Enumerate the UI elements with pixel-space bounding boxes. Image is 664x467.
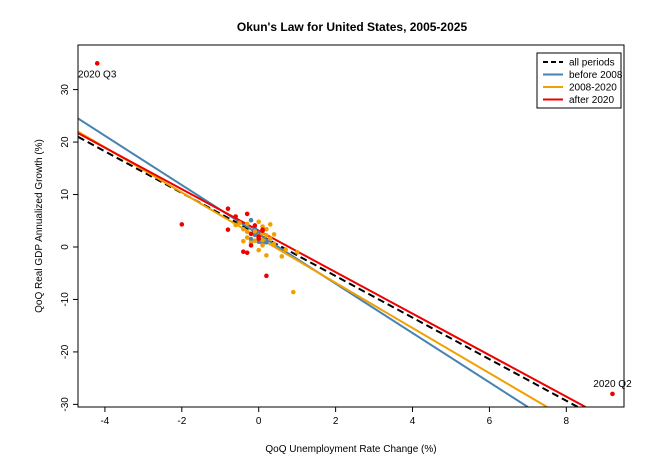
- point-after-2020: [256, 236, 262, 241]
- point-annotation: 2020 Q2: [593, 379, 632, 390]
- point-before-2008: [248, 236, 254, 242]
- annotations: 2020 Q3 2020 Q2: [78, 69, 632, 390]
- x-axis-label: QoQ Unemployment Rate Change (%): [265, 444, 436, 455]
- y-axis: -30 -20 -10 0 10 20 30: [60, 84, 78, 412]
- point-after-2020: [260, 228, 265, 234]
- point-before-2008: [252, 232, 258, 238]
- legend-label: before 2008: [569, 70, 623, 81]
- y-tick-label: -20: [60, 344, 71, 359]
- fit-line-all-periods: [78, 135, 579, 407]
- y-tick-label: 10: [60, 189, 71, 201]
- point-2008-2020: [244, 235, 250, 240]
- point-after-2020: [241, 249, 246, 255]
- point-after-2020: [233, 214, 238, 219]
- point-2008-2020: [283, 247, 288, 252]
- point-2008-2020: [264, 226, 269, 232]
- point-2008-2020: [241, 238, 246, 244]
- point-annotation: 2020 Q3: [78, 69, 117, 80]
- point-before-2008: [256, 239, 262, 245]
- point-2008-2020: [241, 226, 246, 232]
- point-after-2020: [264, 273, 269, 279]
- y-axis-label: QoQ Real GDP Annualized Growth (%): [34, 139, 45, 313]
- point-after-2020: [244, 211, 250, 217]
- point-2008-2020: [256, 247, 262, 253]
- point-after-2020: [179, 222, 185, 227]
- legend-label: 2008-2020: [569, 83, 617, 94]
- x-tick-label: 6: [487, 416, 493, 427]
- point-before-2008: [248, 217, 254, 223]
- x-tick-label: -2: [177, 416, 186, 427]
- point-before-2008: [264, 239, 269, 245]
- chart-title: Okun's Law for United States, 2005-2025: [237, 20, 468, 34]
- y-tick-label: 30: [60, 84, 71, 96]
- y-tick-label: 20: [60, 136, 71, 148]
- point-2008-2020: [260, 237, 265, 243]
- point-2008-2020: [279, 254, 285, 259]
- point-2008-2020: [260, 243, 265, 248]
- y-tick-label: 0: [60, 244, 71, 250]
- point-2008-2020: [267, 222, 273, 227]
- point-2008-2020: [291, 289, 296, 295]
- legend-label: after 2020: [569, 95, 614, 106]
- fit-lines: [78, 117, 587, 407]
- legend-label: all periods: [569, 58, 615, 69]
- x-tick-label: -4: [100, 416, 109, 427]
- point-2008-2020: [244, 229, 250, 235]
- x-tick-label: 8: [564, 416, 570, 427]
- point-after-2020: [610, 391, 615, 397]
- point-after-2020: [94, 61, 100, 66]
- point-2008-2020: [244, 221, 250, 227]
- fit-line-2008-2020: [78, 130, 548, 407]
- point-after-2020: [248, 243, 254, 248]
- point-before-2008: [256, 230, 262, 236]
- x-tick-label: 2: [333, 416, 339, 427]
- point-after-2020: [248, 231, 254, 237]
- plot-frame: [77, 44, 625, 408]
- x-axis: -4 -2 0 2 4 6 8: [100, 407, 570, 427]
- point-2008-2020: [271, 241, 277, 247]
- point-after-2020: [244, 250, 250, 256]
- point-2008-2020: [252, 228, 258, 234]
- y-tick-label: -30: [60, 397, 71, 412]
- x-tick-label: 4: [410, 416, 416, 427]
- point-2008-2020: [237, 220, 242, 226]
- point-2008-2020: [256, 219, 262, 225]
- point-2008-2020: [267, 236, 273, 241]
- point-2008-2020: [264, 233, 269, 238]
- x-tick-label: 0: [256, 416, 262, 427]
- point-after-2020: [225, 227, 231, 232]
- point-2008-2020: [271, 232, 277, 237]
- point-2008-2020: [252, 238, 258, 243]
- point-2008-2020: [260, 224, 265, 229]
- point-2008-2020: [294, 249, 300, 255]
- point-2008-2020: [233, 222, 238, 228]
- y-tick-label: -10: [60, 292, 71, 307]
- data-points: [94, 61, 615, 397]
- point-after-2020: [225, 206, 231, 211]
- fit-line-after-2020: [78, 132, 587, 407]
- point-2008-2020: [264, 253, 269, 258]
- point-after-2020: [252, 223, 258, 228]
